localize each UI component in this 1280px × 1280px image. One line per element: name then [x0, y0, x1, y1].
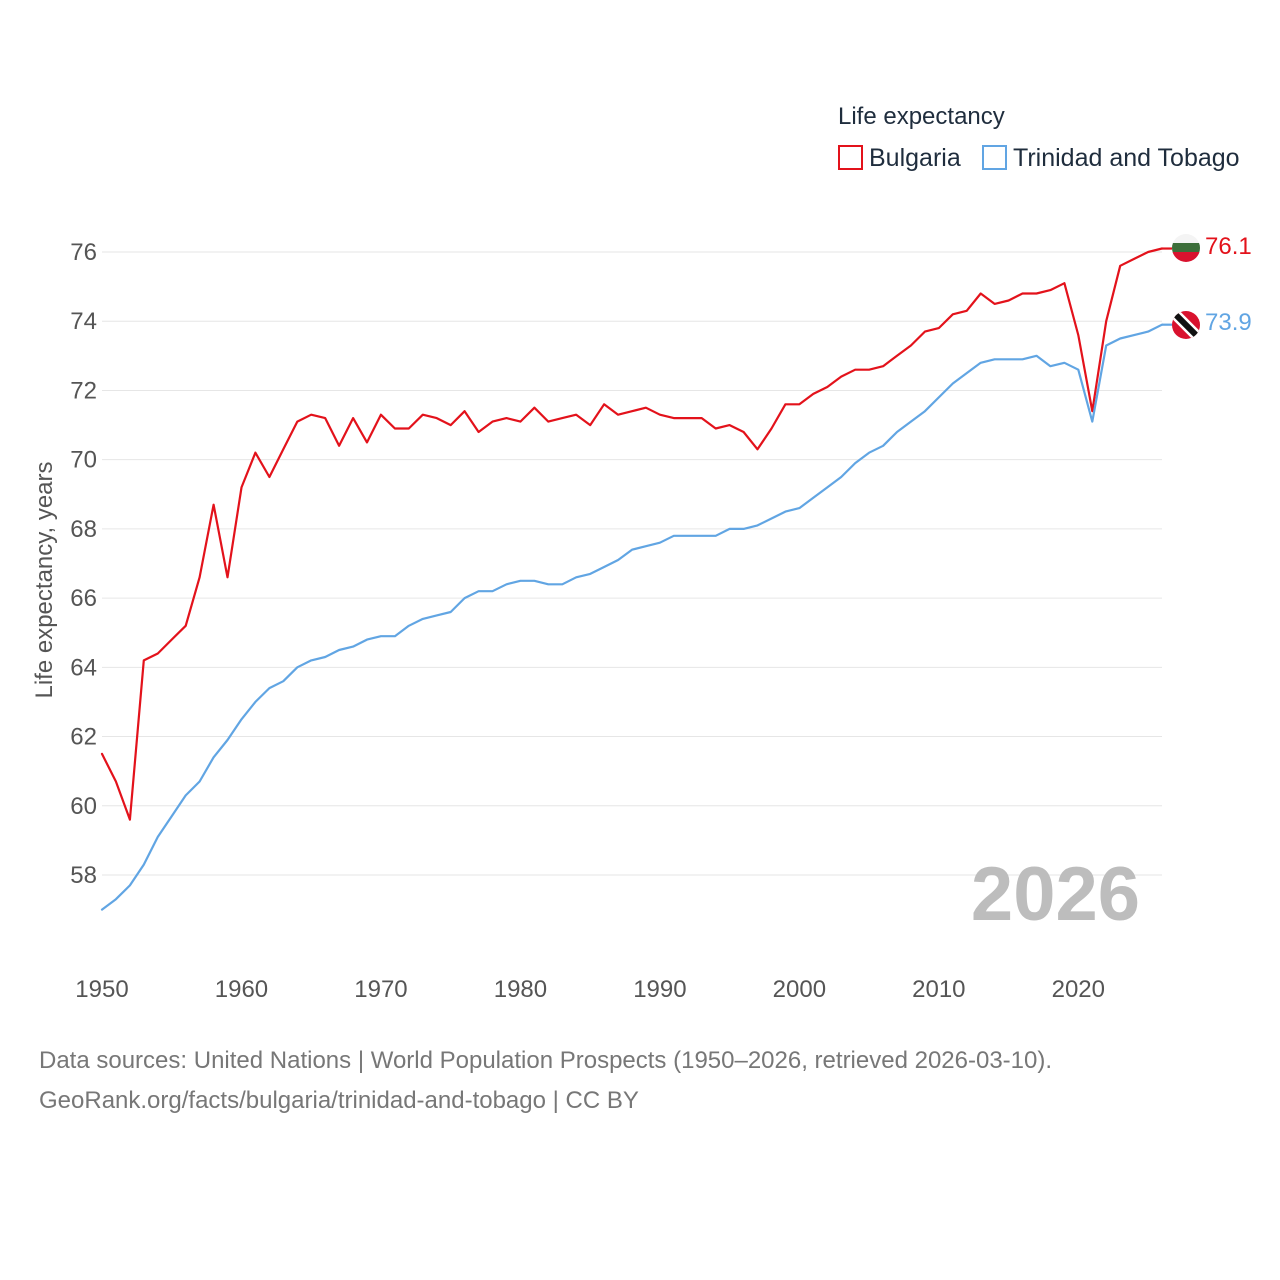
source-line-1: Data sources: United Nations | World Pop… — [39, 1047, 1052, 1074]
x-tick-label: 2010 — [912, 976, 965, 1003]
year-watermark: 2026 — [971, 852, 1140, 937]
legend-label-bulgaria: Bulgaria — [869, 144, 961, 172]
y-tick-label: 74 — [70, 308, 97, 335]
x-tick-label: 1970 — [354, 976, 407, 1003]
source-line-2: GeoRank.org/facts/bulgaria/trinidad-and-… — [39, 1087, 639, 1114]
y-tick-label: 60 — [70, 793, 97, 820]
legend-swatch-bulgaria — [838, 145, 863, 170]
legend-item-trinidad-and-tobago[interactable]: Trinidad and Tobago — [982, 144, 1240, 172]
y-axis-ticks: 58 60 62 64 66 68 70 72 74 76 — [70, 239, 97, 889]
y-axis-title: Life expectancy, years — [31, 461, 58, 698]
x-tick-label: 2000 — [773, 976, 826, 1003]
legend-swatch-trinidad-and-tobago — [982, 145, 1007, 170]
end-value-trinidad-and-tobago: 73.9 — [1205, 309, 1252, 336]
x-tick-label: 1990 — [633, 976, 686, 1003]
y-tick-label: 70 — [70, 447, 97, 474]
legend-item-bulgaria[interactable]: Bulgaria — [838, 144, 961, 172]
series-line-bulgaria — [100, 247, 1164, 821]
x-axis-ticks: 1950 1960 1970 1980 1990 2000 2010 2020 — [75, 976, 1105, 1003]
end-value-bulgaria: 76.1 — [1205, 233, 1252, 260]
legend-label-trinidad-and-tobago: Trinidad and Tobago — [1013, 144, 1240, 172]
y-tick-label: 72 — [70, 377, 97, 404]
y-tick-label: 68 — [70, 516, 97, 543]
trinidad-and-tobago-flag-icon — [1172, 311, 1200, 339]
y-tick-label: 76 — [70, 239, 97, 266]
bulgaria-flag-icon — [1172, 234, 1200, 262]
legend-title: Life expectancy — [838, 103, 1005, 130]
y-tick-label: 62 — [70, 724, 97, 751]
y-tick-label: 58 — [70, 862, 97, 889]
y-tick-label: 66 — [70, 585, 97, 612]
x-tick-label: 1960 — [215, 976, 268, 1003]
x-tick-label: 1950 — [75, 976, 128, 1003]
x-tick-label: 2020 — [1052, 976, 1105, 1003]
y-tick-label: 64 — [70, 654, 97, 681]
gridlines — [102, 251, 1162, 876]
series-lines — [100, 247, 1172, 911]
series-line-trinidad-and-tobago — [100, 323, 1164, 911]
x-tick-label: 1980 — [494, 976, 547, 1003]
